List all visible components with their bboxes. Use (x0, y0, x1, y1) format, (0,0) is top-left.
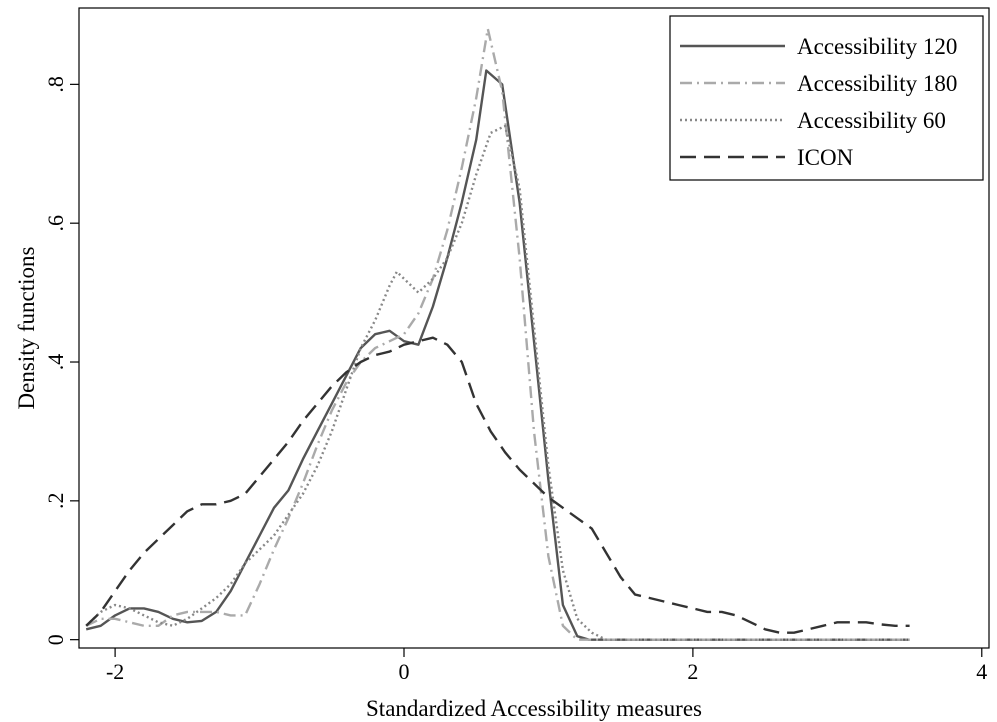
series-line-1 (85, 27, 910, 641)
y-axis-label: Density functions (14, 247, 39, 410)
y-tick-label: .4 (43, 354, 68, 371)
series-lines (85, 27, 910, 641)
x-tick-label: 0 (399, 659, 410, 684)
legend-label-2: Accessibility 60 (797, 108, 946, 133)
series-line-2 (85, 124, 910, 641)
y-tick-label: .8 (43, 76, 68, 93)
x-axis-label: Standardized Accessibility measures (366, 696, 702, 721)
legend-box (669, 15, 984, 181)
y-axis: 0 .2 .4 .6 .8 (43, 76, 79, 645)
legend-label-0: Accessibility 120 (797, 34, 957, 59)
x-tick-label: -2 (106, 659, 124, 684)
series-line-3 (85, 336, 910, 634)
x-tick-label: 4 (976, 659, 987, 684)
legend: Accessibility 120 Accessibility 180 Access… (669, 15, 984, 181)
y-tick-label: .6 (43, 215, 68, 232)
y-tick-label: 0 (43, 634, 68, 645)
legend-label-1: Accessibility 180 (797, 71, 957, 96)
series-line-0 (85, 69, 910, 641)
y-tick-label: .2 (43, 493, 68, 510)
x-tick-label: 2 (687, 659, 698, 684)
plot-frame (78, 7, 990, 649)
x-axis: -2 0 2 4 (106, 648, 987, 684)
legend-label-3: ICON (797, 145, 854, 170)
